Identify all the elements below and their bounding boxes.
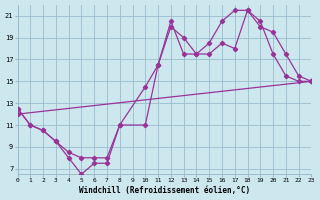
X-axis label: Windchill (Refroidissement éolien,°C): Windchill (Refroidissement éolien,°C) [79,186,250,195]
